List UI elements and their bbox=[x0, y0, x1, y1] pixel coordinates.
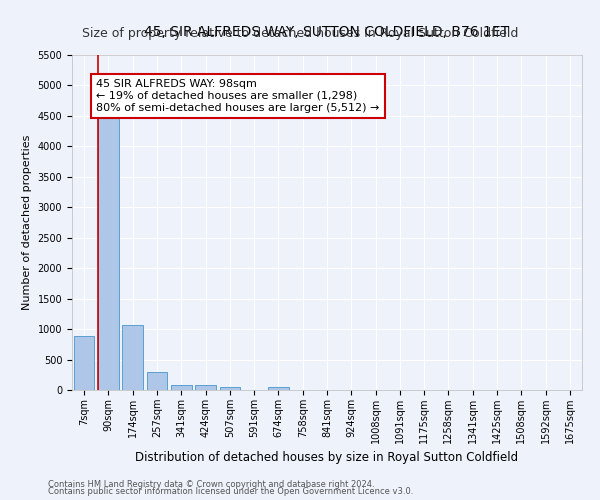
Title: 45, SIR ALFREDS WAY, SUTTON COLDFIELD, B76 1ET: 45, SIR ALFREDS WAY, SUTTON COLDFIELD, B… bbox=[145, 24, 509, 38]
Bar bbox=[171, 384, 191, 390]
Bar bbox=[146, 372, 167, 390]
Text: Contains HM Land Registry data © Crown copyright and database right 2024.: Contains HM Land Registry data © Crown c… bbox=[48, 480, 374, 489]
Bar bbox=[98, 111, 119, 390]
Text: Contains public sector information licensed under the Open Government Licence v3: Contains public sector information licen… bbox=[48, 488, 413, 496]
Y-axis label: Number of detached properties: Number of detached properties bbox=[22, 135, 32, 310]
Bar bbox=[74, 336, 94, 390]
Bar bbox=[195, 386, 216, 390]
Bar bbox=[220, 386, 240, 390]
X-axis label: Distribution of detached houses by size in Royal Sutton Coldfield: Distribution of detached houses by size … bbox=[136, 452, 518, 464]
Bar bbox=[122, 326, 143, 390]
Text: 45 SIR ALFREDS WAY: 98sqm
← 19% of detached houses are smaller (1,298)
80% of se: 45 SIR ALFREDS WAY: 98sqm ← 19% of detac… bbox=[96, 80, 380, 112]
Bar bbox=[268, 386, 289, 390]
Text: Size of property relative to detached houses in Royal Sutton Coldfield: Size of property relative to detached ho… bbox=[82, 28, 518, 40]
